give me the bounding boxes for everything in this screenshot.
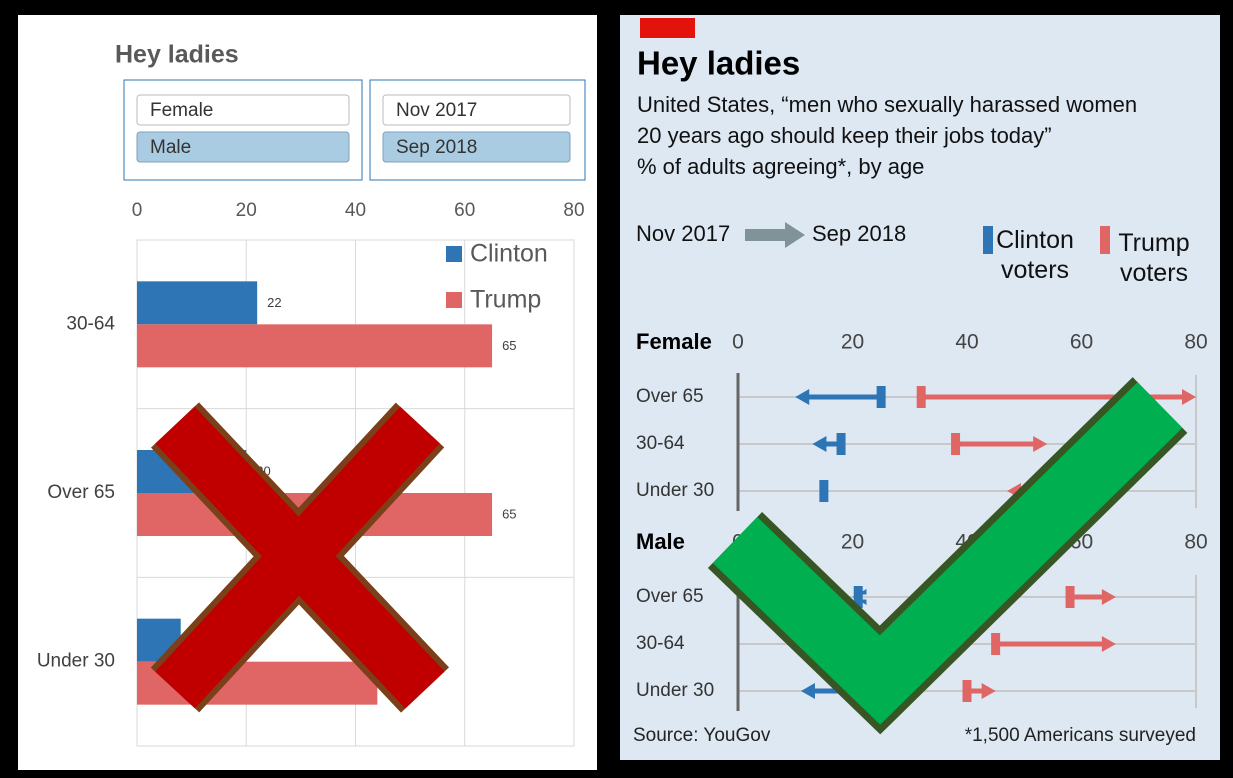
legend-swatch: [446, 292, 462, 308]
filter-box: [123, 79, 363, 181]
x-tick-label: 0: [132, 200, 143, 221]
start-marker: [962, 680, 972, 702]
filter-option[interactable]: [382, 131, 571, 163]
value-label: 65: [502, 506, 516, 521]
filter-label: Female: [150, 100, 213, 121]
x-tick-label: 80: [1184, 531, 1207, 554]
bar: [137, 281, 258, 325]
overlay-shape: [155, 406, 440, 709]
arrow: [967, 683, 996, 699]
legend-label: Clinton: [470, 240, 548, 268]
y-tick-label: Over 65: [636, 386, 704, 407]
x-tick-label: 40: [955, 331, 978, 354]
x-tick-label: 20: [236, 200, 257, 221]
y-tick-label: Under 30: [636, 680, 714, 701]
period-from: Nov 2017: [636, 221, 730, 246]
source: Source: YouGov: [633, 725, 771, 746]
y-tick-label: 30-64: [66, 313, 115, 334]
panel-label: Female: [636, 329, 712, 354]
legend-swatch: [983, 226, 993, 254]
subtitle: United States, “men who sexually harasse…: [637, 92, 1137, 117]
right-title: Hey ladies: [637, 45, 800, 82]
arrow: [812, 436, 842, 452]
x-tick-label: 60: [1070, 331, 1093, 354]
arrow: [795, 389, 882, 405]
period-arrow: [745, 222, 805, 248]
start-marker: [951, 433, 961, 455]
start-marker: [1065, 586, 1075, 608]
arrow: [1070, 589, 1116, 605]
x-tick-label: 20: [841, 531, 864, 554]
start-marker: [916, 386, 926, 408]
left-title: Hey ladies: [115, 41, 239, 69]
overlay: [150, 377, 1188, 735]
y-tick-label: 30-64: [636, 433, 685, 454]
filter-label: Male: [150, 137, 191, 158]
legend-swatch: [446, 246, 462, 262]
value-label: 65: [502, 338, 516, 353]
subtitle: % of adults agreeing*, by age: [637, 154, 924, 179]
x-tick-label: 60: [454, 200, 475, 221]
legend-label: Trump voters: [1118, 229, 1190, 287]
filter-option[interactable]: [382, 94, 571, 126]
overlay-shape: [712, 382, 1183, 725]
period-to: Sep 2018: [812, 221, 906, 246]
start-marker: [876, 386, 886, 408]
y-tick-label: Over 65: [47, 482, 115, 503]
subtitle: 20 years ago should keep their jobs toda…: [637, 123, 1052, 148]
x-tick-label: 80: [1184, 331, 1207, 354]
start-marker: [853, 586, 863, 608]
legend-swatch: [1100, 226, 1110, 254]
filter-option[interactable]: [136, 131, 350, 163]
y-tick-label: Over 65: [636, 586, 704, 607]
x-tick-label: 80: [563, 200, 584, 221]
filter-label: Sep 2018: [396, 137, 477, 158]
legend-label: Trump: [470, 286, 541, 314]
panel-label: Male: [636, 529, 685, 554]
filter-option[interactable]: [136, 94, 350, 126]
arrow: [852, 589, 867, 605]
red-tag: [640, 18, 695, 38]
filter-box: [369, 79, 586, 181]
start-marker: [819, 480, 829, 502]
note: *1,500 Americans surveyed: [965, 725, 1196, 746]
y-tick-label: 30-64: [636, 633, 685, 654]
filter-label: Nov 2017: [396, 100, 477, 121]
bar: [137, 324, 493, 368]
value-label: 22: [267, 295, 281, 310]
legend-label: Clinton voters: [996, 226, 1074, 284]
arrow: [921, 389, 1196, 405]
y-tick-label: Under 30: [37, 651, 115, 672]
arrow: [955, 436, 1048, 452]
start-marker: [836, 433, 846, 455]
arrow: [995, 636, 1116, 652]
x-tick-label: 20: [841, 331, 864, 354]
arrow: [800, 683, 853, 699]
y-tick-label: Under 30: [636, 480, 714, 501]
x-tick-label: 40: [345, 200, 366, 221]
x-tick-label: 0: [732, 331, 744, 354]
start-marker: [991, 633, 1001, 655]
